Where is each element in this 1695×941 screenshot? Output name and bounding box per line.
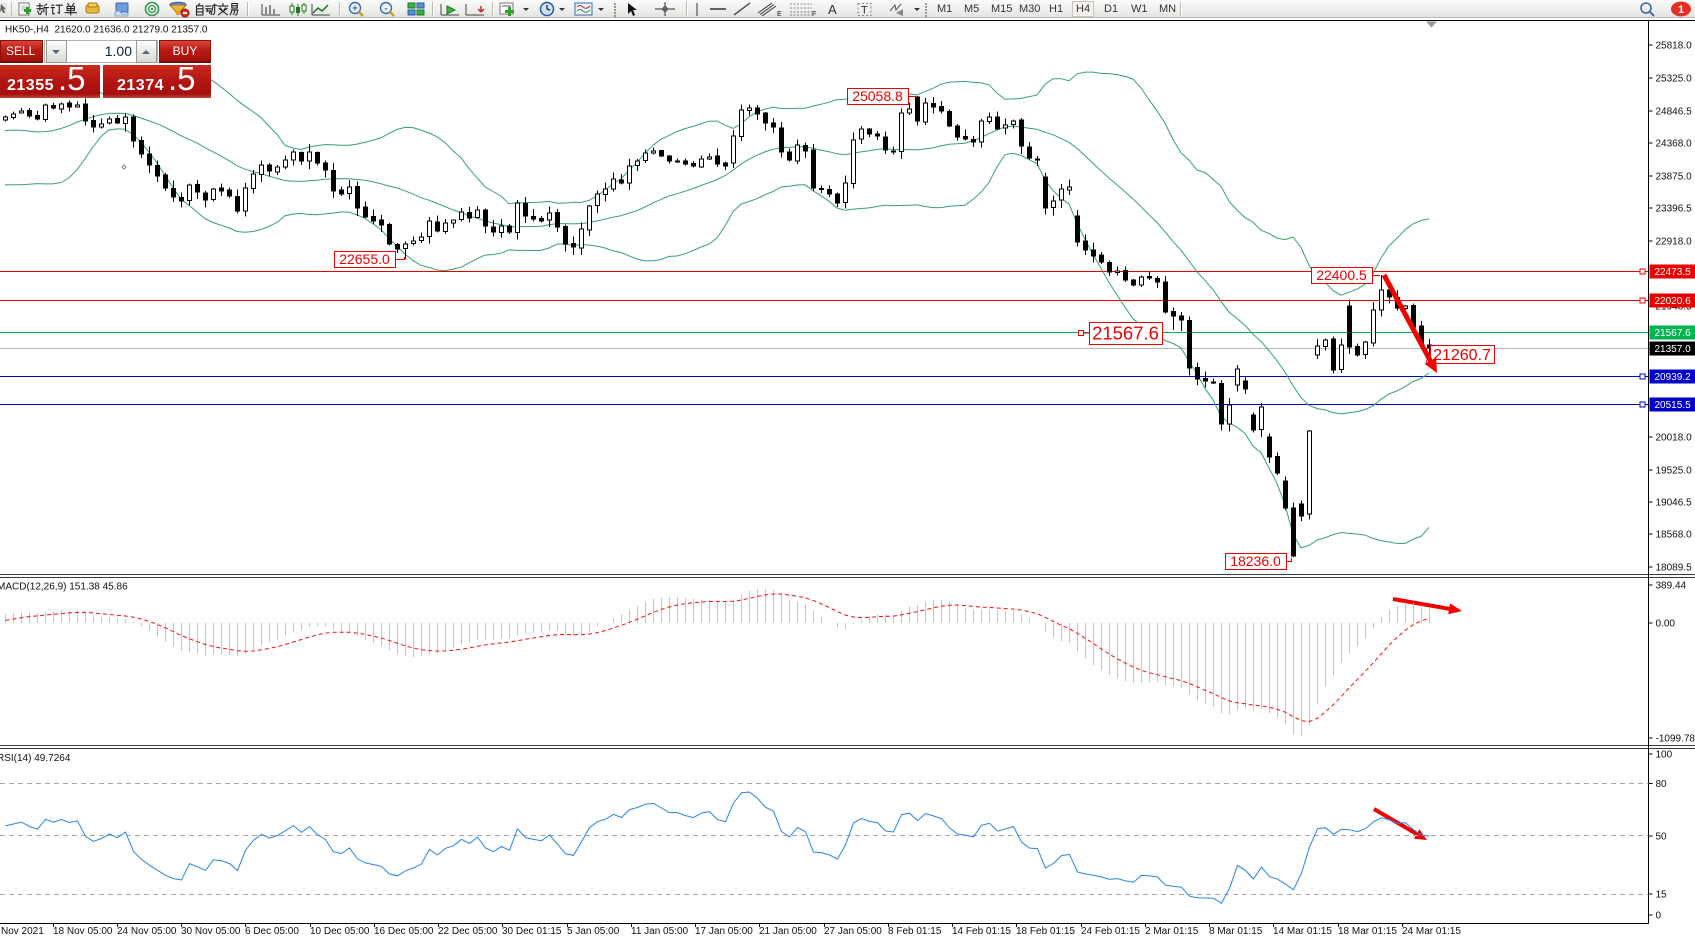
svg-text:16 Dec 05:00: 16 Dec 05:00 xyxy=(374,926,434,937)
svg-text:18236.0: 18236.0 xyxy=(1230,553,1281,569)
svg-text:8 Feb 01:15: 8 Feb 01:15 xyxy=(888,926,942,937)
svg-text:22020.6: 22020.6 xyxy=(1655,296,1692,307)
svg-text:5 Jan 05:00: 5 Jan 05:00 xyxy=(567,926,620,937)
svg-text:21567.6: 21567.6 xyxy=(1092,323,1159,344)
svg-text:8 Mar 01:15: 8 Mar 01:15 xyxy=(1209,926,1263,937)
svg-text:24368.0: 24368.0 xyxy=(1656,139,1693,150)
svg-text:23875.0: 23875.0 xyxy=(1656,172,1693,183)
svg-text:24 Nov 05:00: 24 Nov 05:00 xyxy=(117,926,177,937)
svg-text:18 Nov 05:00: 18 Nov 05:00 xyxy=(53,926,113,937)
svg-text:14 Mar 01:15: 14 Mar 01:15 xyxy=(1273,926,1332,937)
svg-text:-1099.78: -1099.78 xyxy=(1656,734,1695,745)
svg-text:6 Dec 05:00: 6 Dec 05:00 xyxy=(245,926,299,937)
svg-text:17 Jan 05:00: 17 Jan 05:00 xyxy=(695,926,753,937)
svg-text:21260.7: 21260.7 xyxy=(1433,347,1491,364)
svg-text:+: + xyxy=(352,4,358,15)
svg-text:18 Feb 01:15: 18 Feb 01:15 xyxy=(1016,926,1075,937)
svg-text:-: - xyxy=(384,4,387,15)
svg-text:22655.0: 22655.0 xyxy=(339,251,390,267)
svg-text:50: 50 xyxy=(1656,832,1668,843)
svg-text:24 Mar 01:15: 24 Mar 01:15 xyxy=(1402,926,1461,937)
svg-text:22400.5: 22400.5 xyxy=(1316,267,1367,283)
svg-text:20939.2: 20939.2 xyxy=(1655,372,1692,383)
svg-text:14 Feb 01:15: 14 Feb 01:15 xyxy=(952,926,1011,937)
svg-text:1: 1 xyxy=(1678,4,1684,16)
svg-text:MACD(12,26,9) 151.38 45.86: MACD(12,26,9) 151.38 45.86 xyxy=(0,582,128,593)
svg-text:20515.5: 20515.5 xyxy=(1655,400,1692,411)
svg-text:10 Dec 05:00: 10 Dec 05:00 xyxy=(310,926,370,937)
svg-text:2 Mar 01:15: 2 Mar 01:15 xyxy=(1145,926,1199,937)
svg-text:25058.8: 25058.8 xyxy=(852,88,903,104)
svg-text:19046.5: 19046.5 xyxy=(1656,498,1693,509)
svg-text:21357.0: 21357.0 xyxy=(1655,344,1692,355)
svg-text:24 Feb 01:15: 24 Feb 01:15 xyxy=(1081,926,1140,937)
svg-text:22918.0: 22918.0 xyxy=(1656,237,1693,248)
svg-text:21567.6: 21567.6 xyxy=(1655,328,1692,339)
svg-text:18 Mar 01:15: 18 Mar 01:15 xyxy=(1338,926,1397,937)
svg-text:RSI(14) 49.7264: RSI(14) 49.7264 xyxy=(0,753,71,764)
svg-text:30 Nov 05:00: 30 Nov 05:00 xyxy=(181,926,241,937)
svg-text:HK50-,H4 21620.0 21636.0 2127: HK50-,H4 21620.0 21636.0 21279.0 21357.0 xyxy=(5,25,208,36)
svg-text:19525.0: 19525.0 xyxy=(1656,466,1693,477)
svg-text:25325.0: 25325.0 xyxy=(1656,74,1693,85)
svg-text:15: 15 xyxy=(1656,890,1668,901)
svg-text:11 Jan 05:00: 11 Jan 05:00 xyxy=(631,926,689,937)
svg-text:389.44: 389.44 xyxy=(1656,581,1687,592)
svg-text:20018.0: 20018.0 xyxy=(1656,433,1693,444)
svg-text:80: 80 xyxy=(1656,779,1668,790)
svg-text:0: 0 xyxy=(1656,911,1662,922)
svg-text:21 Jan 05:00: 21 Jan 05:00 xyxy=(759,926,817,937)
svg-text:24846.5: 24846.5 xyxy=(1656,107,1693,118)
svg-text:30 Dec 01:15: 30 Dec 01:15 xyxy=(502,926,562,937)
svg-text:22 Dec 05:00: 22 Dec 05:00 xyxy=(438,926,498,937)
svg-text:22473.5: 22473.5 xyxy=(1655,267,1692,278)
svg-text:25818.0: 25818.0 xyxy=(1656,41,1693,52)
svg-text:Nov 2021: Nov 2021 xyxy=(1,926,44,937)
svg-text:T: T xyxy=(861,5,868,17)
svg-text:100: 100 xyxy=(1656,750,1673,761)
svg-text:23396.5: 23396.5 xyxy=(1656,204,1693,215)
svg-text:0.00: 0.00 xyxy=(1656,619,1676,630)
svg-text:F: F xyxy=(812,11,816,18)
svg-text:18568.0: 18568.0 xyxy=(1656,530,1693,541)
svg-text:18089.5: 18089.5 xyxy=(1656,563,1693,574)
svg-text:27 Jan 05:00: 27 Jan 05:00 xyxy=(824,926,882,937)
svg-text:A: A xyxy=(828,2,837,17)
svg-text:E: E xyxy=(777,11,782,18)
